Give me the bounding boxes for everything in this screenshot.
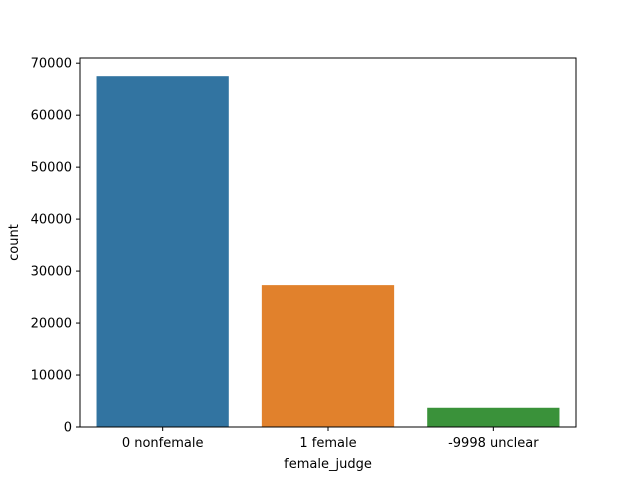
bars-group <box>96 76 560 428</box>
y-tick-label-7: 70000 <box>31 57 72 72</box>
y-tick-label-5: 50000 <box>31 161 72 176</box>
bar-1 <box>261 285 395 427</box>
y-tick-label-4: 40000 <box>31 213 72 228</box>
y-axis-ticks: 0 10000 20000 30000 40000 50000 60000 70000 <box>31 57 80 436</box>
x-axis-ticks: 0 nonfemale 1 female -9998 unclear <box>122 427 539 451</box>
bar-0 <box>96 76 229 428</box>
y-tick-label-6: 60000 <box>31 109 72 124</box>
x-tick-label-2: -9998 unclear <box>448 436 539 451</box>
plot-frame <box>79 57 577 428</box>
x-axis-label: female_judge <box>284 457 372 472</box>
y-tick-label-1: 10000 <box>31 369 72 384</box>
y-tick-label-3: 30000 <box>31 265 72 280</box>
y-axis-label: count <box>7 224 22 261</box>
y-tick-label-0: 0 <box>64 421 72 436</box>
y-tick-label-2: 20000 <box>31 317 72 332</box>
x-tick-label-0: 0 nonfemale <box>122 436 204 451</box>
bar-2 <box>427 407 560 427</box>
x-tick-label-1: 1 female <box>299 436 356 451</box>
